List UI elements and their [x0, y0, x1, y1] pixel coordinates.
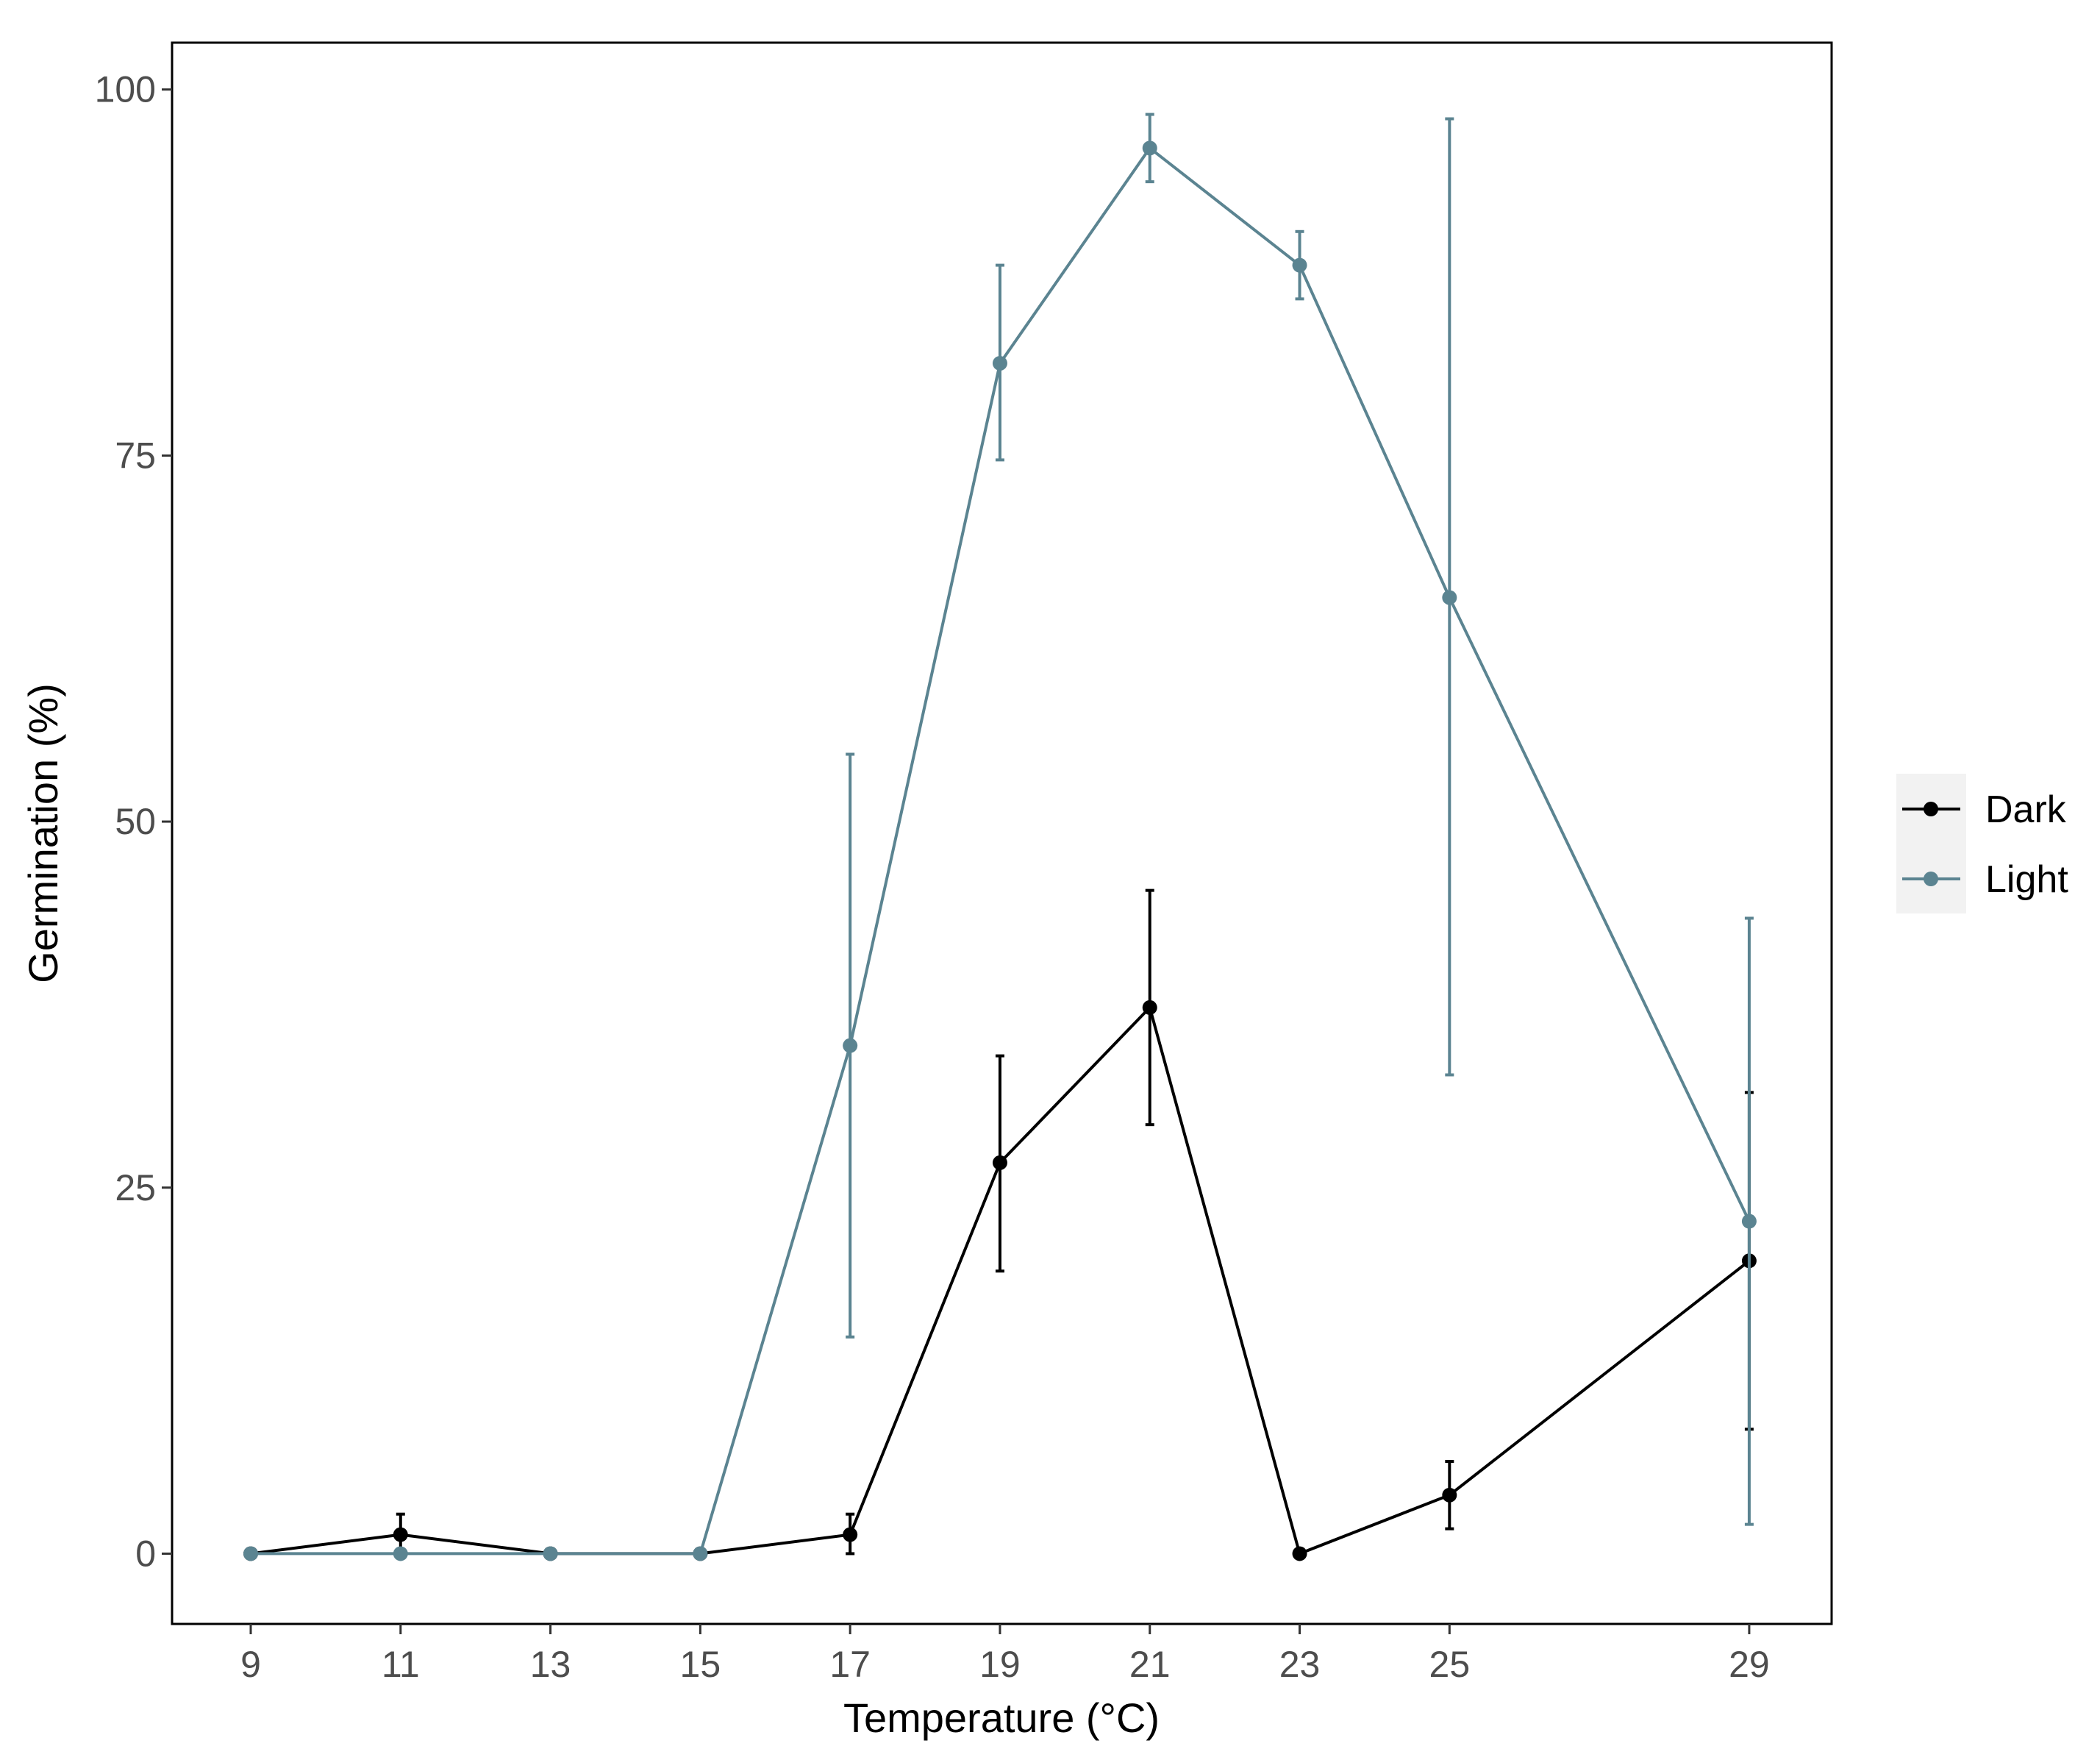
x-tick-label: 29: [1729, 1644, 1770, 1685]
x-tick-label: 19: [979, 1644, 1021, 1685]
dark-point: [1142, 1000, 1157, 1015]
light-point: [543, 1546, 558, 1561]
x-tick-label: 9: [240, 1644, 261, 1685]
x-axis-title: Temperature (°C): [843, 1695, 1160, 1741]
plot-marks: [243, 113, 1757, 1561]
y-tick-label: 0: [135, 1533, 156, 1574]
light-point: [693, 1546, 708, 1561]
y-tick-label: 50: [115, 801, 156, 842]
x-tick-label: 15: [680, 1644, 721, 1685]
light-point: [1142, 140, 1157, 156]
y-tick-label: 25: [115, 1167, 156, 1208]
x-tick-label: 25: [1429, 1644, 1471, 1685]
legend-label-light: Light: [1985, 858, 2068, 901]
x-tick-label: 17: [829, 1644, 871, 1685]
dark-point: [393, 1527, 408, 1542]
x-tick-label: 21: [1129, 1644, 1171, 1685]
series-dark: [243, 888, 1757, 1561]
light-point: [1292, 257, 1307, 273]
dark-point: [1292, 1546, 1307, 1561]
light-series-line: [251, 146, 1751, 1556]
light-point: [243, 1546, 258, 1561]
light-point: [992, 355, 1007, 371]
x-tick-label: 23: [1279, 1644, 1321, 1685]
light-point: [1442, 590, 1457, 605]
x-tick-label: 11: [382, 1644, 420, 1685]
y-axis: 0 25 50 75 100: [95, 69, 172, 1574]
legend-key-point-light: [1924, 872, 1938, 886]
dark-point: [1442, 1487, 1457, 1503]
light-point: [843, 1038, 858, 1053]
dark-series-line: [250, 1005, 1751, 1556]
x-axis: 9 11 13 15 17 19 21 23 25 29: [172, 1622, 1832, 1685]
light-point: [393, 1546, 408, 1561]
y-tick-label: 100: [95, 69, 156, 110]
legend-key-point-dark: [1924, 802, 1938, 816]
y-tick-label: 75: [115, 435, 156, 476]
y-axis-title: Germination (%): [20, 683, 66, 983]
x-tick-label: 13: [530, 1644, 571, 1685]
series-light: [243, 113, 1757, 1561]
dark-point: [843, 1527, 858, 1542]
plot-panel-border: [171, 41, 1833, 1625]
legend-label-dark: Dark: [1985, 788, 2067, 831]
legend-key-background: [1896, 774, 1966, 913]
light-point: [1741, 1214, 1757, 1229]
dark-point: [992, 1155, 1007, 1170]
legend: Dark Light: [1896, 774, 2068, 913]
